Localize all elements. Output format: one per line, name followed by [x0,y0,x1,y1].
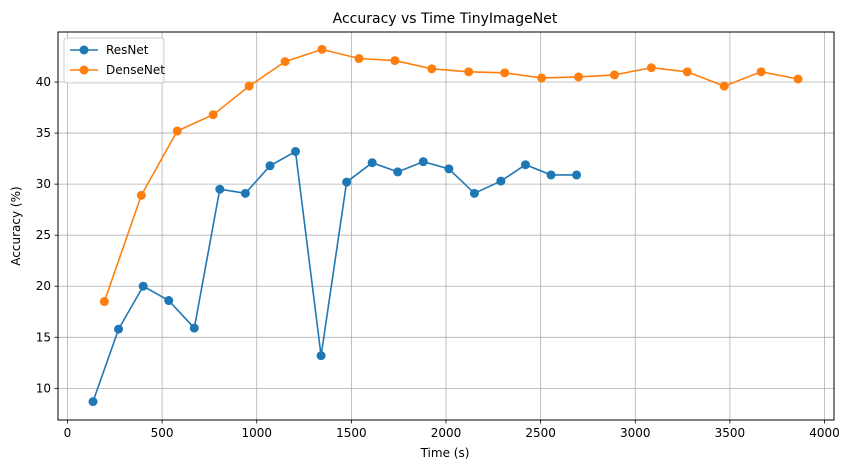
y-tick-label: 20 [36,279,51,293]
legend: ResNet DenseNet [63,37,165,84]
data-point [469,188,479,198]
data-point [609,70,619,80]
data-point [342,177,352,187]
series-densenet [99,44,803,307]
x-tick-label: 4000 [809,426,840,440]
legend-label: ResNet [106,43,149,57]
data-point [390,56,400,66]
y-axis: 10 15 20 25 30 35 40 [36,75,58,395]
data-point [646,63,656,73]
y-tick-label: 15 [36,330,51,344]
chart-title: Accuracy vs Time TinyImageNet [333,11,558,27]
data-point [189,323,199,333]
x-tick-label: 1500 [336,426,367,440]
data-point [99,297,109,307]
x-tick-label: 2500 [525,426,556,440]
data-point [500,68,510,78]
data-point [240,188,250,198]
data-point [793,74,803,84]
x-tick-label: 500 [151,426,174,440]
series-line [92,150,577,402]
legend-label: DenseNet [106,63,165,77]
data-point [291,146,301,156]
data-point [244,81,254,91]
data-point [537,73,547,83]
legend-marker [79,65,89,75]
data-point [719,81,729,91]
y-axis-label: Accuracy (%) [9,186,23,265]
x-tick-label: 3000 [620,426,651,440]
x-axis-label: Time (s) [420,446,470,460]
data-point [393,167,403,177]
y-tick-label: 40 [36,75,51,89]
data-point [418,157,428,167]
data-point [444,164,454,174]
data-point [546,170,556,180]
y-tick-label: 10 [36,381,51,395]
data-point [265,161,275,171]
x-axis: 0 500 1000 1500 2000 2500 3000 3500 4000 [64,420,840,440]
data-point [354,54,364,64]
x-tick-label: 3500 [715,426,746,440]
data-point [172,126,182,136]
data-point [317,44,327,54]
legend-marker [79,45,89,55]
grid [58,32,834,420]
data-point [136,190,146,200]
series-line [103,48,799,302]
data-point [464,67,474,77]
data-point [316,351,326,361]
data-point [572,170,582,180]
data-point [215,184,225,194]
y-tick-label: 30 [36,177,51,191]
data-point [280,57,290,67]
data-point [208,110,218,120]
y-tick-label: 25 [36,228,51,242]
data-point [367,158,377,168]
data-point [164,296,174,306]
series-resnet [88,146,582,407]
data-point [138,281,148,291]
data-point [427,64,437,74]
legend-item-resnet: ResNet [70,43,149,57]
x-tick-label: 1000 [241,426,272,440]
x-tick-label: 2000 [431,426,462,440]
data-point [114,324,124,334]
data-point [682,67,692,77]
data-point [88,397,98,407]
legend-item-densenet: DenseNet [70,63,165,77]
x-tick-label: 0 [64,426,72,440]
data-point [756,67,766,77]
y-tick-label: 35 [36,126,51,140]
data-point [496,176,506,186]
data-point [573,72,583,82]
data-point [520,160,530,170]
series-layer [88,44,803,407]
